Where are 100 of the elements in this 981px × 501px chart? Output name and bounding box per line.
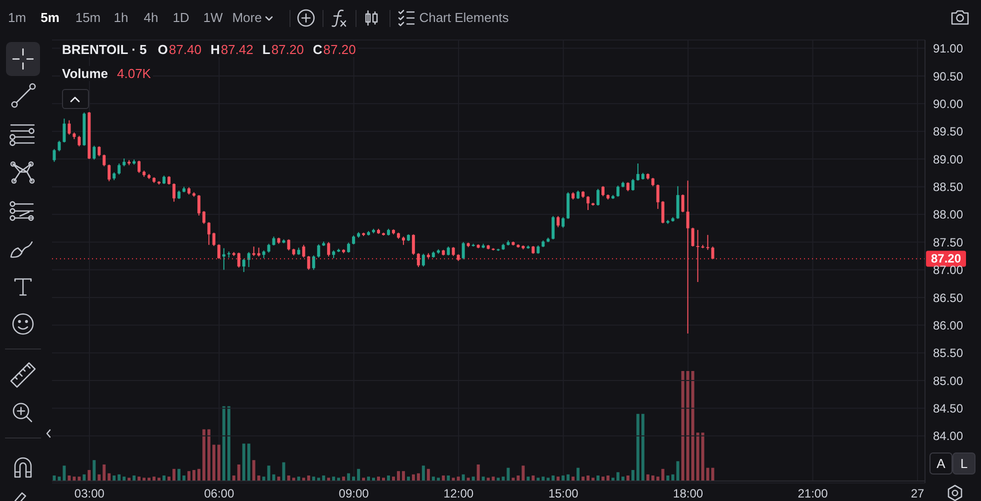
x-tick-label: 09:00: [338, 486, 370, 501]
annotation: 87.40: [168, 42, 202, 57]
bar: [172, 468, 176, 481]
bar: [78, 476, 81, 481]
bar: [162, 476, 166, 481]
candlestick: [656, 184, 660, 210]
bar: [58, 476, 61, 481]
bar: [142, 478, 146, 481]
candlestick: [52, 148, 56, 162]
candlestick: [317, 244, 320, 258]
bar: [386, 476, 390, 481]
bar: [552, 476, 555, 481]
candlestick: [552, 216, 555, 240]
candlestick: [661, 200, 664, 224]
text: 4h: [144, 10, 158, 25]
bar: [312, 476, 316, 481]
bar: [636, 414, 640, 481]
bar: [562, 476, 565, 481]
bar: [382, 478, 385, 481]
y-tick-label: 89.00: [933, 152, 964, 166]
y-tick-label: 86.00: [933, 318, 964, 332]
annotation: L: [262, 42, 270, 57]
bar: [416, 473, 420, 481]
y-tick-label: 89.50: [933, 124, 964, 139]
candlestick: [118, 162, 121, 176]
candlestick: [212, 232, 216, 246]
y-tick-label: 85.50: [933, 346, 964, 360]
bar: [192, 470, 196, 481]
bar: [68, 476, 71, 481]
bar: [671, 474, 674, 481]
candlestick: [681, 194, 684, 213]
bar: [342, 476, 346, 481]
bar: [62, 466, 66, 481]
candlestick: [412, 234, 415, 256]
y-tick-label: 87.00: [933, 263, 964, 278]
bar: [542, 476, 545, 481]
bar: [592, 478, 595, 481]
bar: [92, 460, 96, 481]
text: 1D: [172, 10, 190, 25]
bar: [357, 468, 360, 481]
bar: [532, 476, 535, 481]
text: L: [960, 456, 968, 471]
candlestick: [217, 244, 220, 260]
bar: [197, 468, 200, 481]
y-tick-label: 90.50: [933, 69, 964, 84]
candlestick: [601, 186, 604, 197]
text: 1h: [114, 10, 128, 25]
annotation: 87.42: [220, 42, 254, 57]
bar: [582, 476, 585, 481]
bar: [646, 474, 650, 481]
bar: [631, 470, 634, 481]
bar: [626, 476, 630, 481]
candlestick: [636, 162, 640, 182]
candlestick: [422, 253, 425, 267]
bar: [247, 444, 250, 481]
ref-line-label: 87.20: [930, 252, 962, 266]
bar: [287, 476, 290, 481]
bar: [302, 478, 306, 481]
bar: [526, 476, 530, 481]
bar: [237, 464, 240, 481]
x-tick-label: 06:00: [204, 486, 234, 501]
annotation: H: [210, 42, 220, 57]
bar: [108, 473, 111, 481]
candlestick: [78, 135, 81, 147]
bar: [352, 476, 356, 481]
bar: [332, 476, 336, 481]
bar: [132, 476, 136, 481]
bar: [232, 476, 236, 481]
chart-title: BRENTOIL · 5: [62, 42, 147, 57]
bar: [701, 432, 704, 481]
chart-title: Volume: [62, 66, 108, 81]
bar: [601, 476, 604, 481]
candlestick: [92, 145, 96, 160]
bar: [462, 474, 465, 481]
candlestick: [102, 154, 106, 167]
bar: [227, 406, 230, 481]
bar: [297, 476, 300, 481]
x-tick-label: 12:00: [444, 486, 474, 501]
x-tick-label: 18:00: [673, 486, 704, 501]
bar: [367, 476, 370, 481]
bar: [611, 478, 614, 481]
bar: [118, 474, 121, 481]
candlestick: [287, 238, 290, 251]
y-tick-label: 87.50: [933, 235, 964, 250]
bar: [372, 478, 376, 481]
bar: [148, 478, 151, 481]
candlestick: [172, 182, 176, 202]
y-tick-label: 88.00: [933, 208, 964, 222]
bar: [576, 468, 580, 481]
candlestick: [58, 140, 61, 152]
x-tick-label: 15:00: [548, 486, 579, 501]
bar: [426, 468, 430, 481]
bar: [167, 476, 170, 481]
candlestick: [237, 252, 240, 268]
candlestick: [586, 196, 590, 210]
x-tick-label: 21:00: [798, 486, 828, 501]
bar: [377, 476, 380, 481]
bar: [337, 478, 340, 481]
text: A: [936, 456, 946, 471]
bar: [52, 476, 56, 481]
